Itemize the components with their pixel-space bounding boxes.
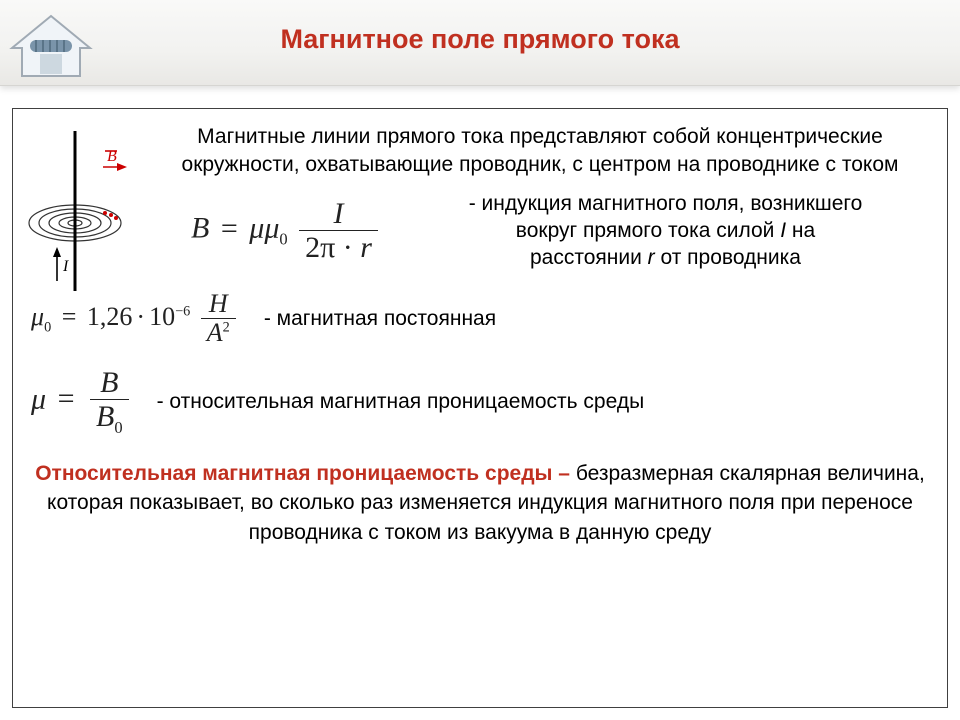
wire-field-diagram: I B [25, 123, 145, 293]
definition-term: Относительная магнитная проницаемость ср… [35, 462, 576, 485]
formula-induction-row: B = μμ0 I 2π · r - индукция магнитного п… [191, 190, 929, 272]
content-frame: I B Магнитные линии прямого тока предста… [12, 108, 948, 708]
page-title: Магнитное поле прямого тока [0, 24, 960, 55]
formula-mu0-row: μ0 = 1,26·10−6 H A2 - магнитная постоянн… [31, 290, 929, 348]
desc-mu0: - магнитная постоянная [264, 305, 496, 332]
formula-mu-row: μ = B B0 - относительная магнитная прони… [31, 366, 929, 437]
desc-induction: - индукция магнитного поля, возникшего в… [402, 190, 929, 272]
definition-block: Относительная магнитная проницаемость ср… [31, 459, 929, 547]
header-bar: Магнитное поле прямого тока [0, 0, 960, 86]
desc-mu: - относительная магнитная проницаемость … [157, 388, 645, 415]
svg-text:I: I [62, 258, 69, 275]
intro-text: Магнитные линии прямого тока представляю… [31, 123, 929, 180]
formula-mu0: μ0 = 1,26·10−6 H A2 [31, 290, 240, 348]
formula-induction: B = μμ0 I 2π · r [191, 197, 382, 264]
formula-mu: μ = B B0 [31, 366, 133, 437]
